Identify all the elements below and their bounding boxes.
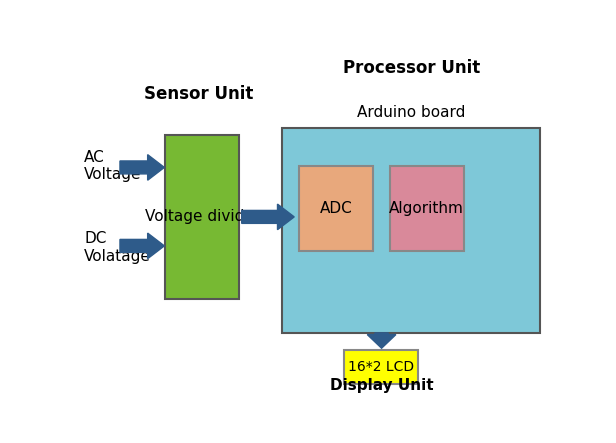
Polygon shape xyxy=(120,155,164,180)
Text: Voltage divider: Voltage divider xyxy=(145,210,260,225)
Text: Display Unit: Display Unit xyxy=(330,377,434,392)
Text: ADC: ADC xyxy=(320,201,352,216)
Text: Processor Unit: Processor Unit xyxy=(342,59,480,77)
Text: 16*2 LCD: 16*2 LCD xyxy=(348,360,415,374)
Text: Arduino board: Arduino board xyxy=(357,105,465,120)
Bar xyxy=(390,166,464,251)
Text: Sensor Unit: Sensor Unit xyxy=(144,85,253,103)
Bar xyxy=(299,166,373,251)
Polygon shape xyxy=(241,204,294,229)
Bar xyxy=(282,128,540,333)
Text: DC
Volatage: DC Volatage xyxy=(84,231,151,264)
Polygon shape xyxy=(120,233,164,259)
Bar xyxy=(344,350,418,384)
Bar xyxy=(165,135,239,299)
Text: Algorithm: Algorithm xyxy=(389,201,464,216)
Text: AC
Voltage: AC Voltage xyxy=(84,150,142,182)
Polygon shape xyxy=(367,333,396,348)
